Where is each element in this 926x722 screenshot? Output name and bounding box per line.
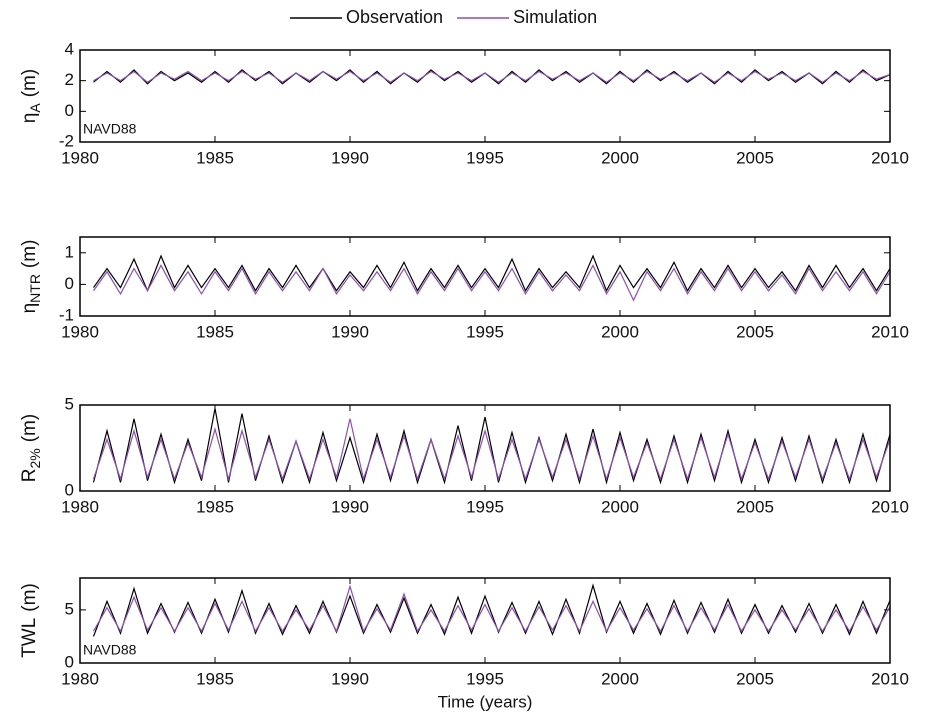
x-tick-label: 2000 xyxy=(601,669,639,688)
x-tick-label: 2010 xyxy=(871,148,909,167)
y-tick-label: 0 xyxy=(65,101,74,120)
x-tick-label: 2005 xyxy=(736,148,774,167)
x-tick-label: 2005 xyxy=(736,669,774,688)
y-label-unit: (m) xyxy=(19,414,40,442)
x-tick-label: 1990 xyxy=(331,322,369,341)
legend-label: Simulation xyxy=(513,7,597,27)
y-tick-label: 0 xyxy=(65,652,74,671)
y-tick-label: 0 xyxy=(65,274,74,293)
y-tick-label: -1 xyxy=(59,305,74,324)
y-label-subscript: A xyxy=(27,103,43,113)
x-tick-label: 2000 xyxy=(601,148,639,167)
y-label-unit: (m) xyxy=(19,240,40,268)
y-axis-label: R2% (m) xyxy=(19,414,43,482)
data-line xyxy=(93,69,891,85)
x-tick-label: 2010 xyxy=(871,322,909,341)
legend: Observation Simulation xyxy=(290,7,597,27)
y-label-symbol: η xyxy=(19,303,40,314)
x-tick-label: 1995 xyxy=(466,669,504,688)
x-tick-label: 2010 xyxy=(871,497,909,516)
y-label-symbol: R xyxy=(19,468,40,482)
data-line xyxy=(93,254,891,293)
x-tick-label: 1980 xyxy=(61,322,99,341)
y-label-subscript: NTR xyxy=(27,274,43,303)
y-label-symbol: TWL xyxy=(19,618,40,658)
x-tick-label: 1985 xyxy=(196,669,234,688)
data-line xyxy=(92,408,891,485)
annotation: NAVD88 xyxy=(83,121,137,137)
y-axis-label: ηNTR (m) xyxy=(19,240,43,314)
data-line xyxy=(92,418,891,482)
x-tick-label: 2005 xyxy=(736,322,774,341)
x-tick-label: 2000 xyxy=(601,497,639,516)
x-tick-label: 1985 xyxy=(196,322,234,341)
plot-frame xyxy=(79,404,891,492)
y-tick-label: 2 xyxy=(65,70,74,89)
x-tick-label: 1990 xyxy=(331,669,369,688)
x-tick-label: 1995 xyxy=(466,497,504,516)
y-label-unit: (m) xyxy=(19,69,40,97)
x-tick-label: 1995 xyxy=(466,322,504,341)
plot-frame xyxy=(79,236,891,317)
x-axis-label: Time (years) xyxy=(438,692,533,711)
x-tick-label: 1995 xyxy=(466,148,504,167)
y-tick-label: 5 xyxy=(65,394,74,413)
x-tick-label: 2005 xyxy=(736,497,774,516)
data-line xyxy=(93,70,891,83)
y-label-symbol: η xyxy=(19,113,40,124)
y-label-unit: (m) xyxy=(19,583,40,611)
x-tick-label: 1985 xyxy=(196,497,234,516)
data-line xyxy=(92,584,891,633)
x-tick-label: 1990 xyxy=(331,148,369,167)
legend-label: Observation xyxy=(346,7,443,27)
y-tick-label: 0 xyxy=(65,480,74,499)
x-tick-label: 1980 xyxy=(61,148,99,167)
x-tick-label: 1990 xyxy=(331,497,369,516)
y-label-subscript: 2% xyxy=(27,448,43,468)
data-line xyxy=(93,264,891,302)
x-tick-label: 2000 xyxy=(601,322,639,341)
y-tick-label: 5 xyxy=(65,599,74,618)
annotation: NAVD88 xyxy=(83,642,137,658)
y-axis-label: TWL (m) xyxy=(19,583,40,658)
y-axis-label: ηA (m) xyxy=(19,69,43,123)
plot-frame xyxy=(79,49,891,143)
x-tick-label: 2010 xyxy=(871,669,909,688)
x-tick-label: 1980 xyxy=(61,669,99,688)
plot-frame xyxy=(79,577,891,664)
x-tick-label: 1985 xyxy=(196,148,234,167)
y-tick-label: -2 xyxy=(59,131,74,150)
x-tick-label: 1980 xyxy=(61,497,99,516)
y-tick-label: 4 xyxy=(65,39,74,58)
y-tick-label: 1 xyxy=(65,242,74,261)
